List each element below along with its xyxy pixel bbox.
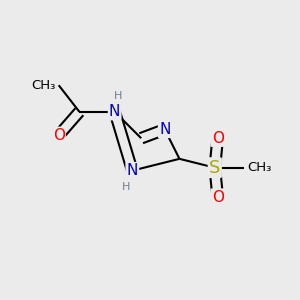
Text: N: N (109, 104, 120, 119)
Text: H: H (113, 91, 122, 100)
Text: CH₃: CH₃ (32, 79, 56, 92)
Text: S: S (209, 159, 220, 177)
Text: H: H (122, 182, 130, 192)
Text: N: N (127, 163, 138, 178)
Text: O: O (53, 128, 65, 143)
Text: N: N (159, 122, 170, 137)
Text: CH₃: CH₃ (247, 161, 272, 174)
Text: O: O (212, 131, 224, 146)
Text: O: O (212, 190, 224, 205)
